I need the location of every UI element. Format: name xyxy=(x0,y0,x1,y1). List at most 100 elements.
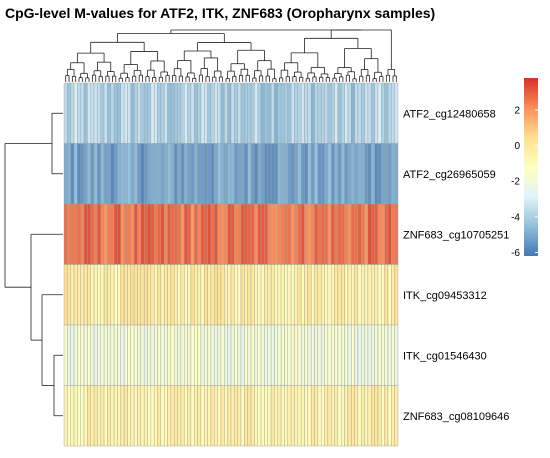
heatmap-cell xyxy=(103,264,108,326)
heatmap-cell xyxy=(384,143,389,205)
heatmap-cell xyxy=(284,203,288,265)
heatmap-cell xyxy=(387,264,392,326)
heatmap-cell xyxy=(204,203,208,265)
heatmap-cell xyxy=(180,324,185,386)
heatmap-cell xyxy=(153,324,158,386)
heatmap-cell xyxy=(73,264,78,326)
heatmap-cell xyxy=(344,385,349,447)
heatmap-cell xyxy=(304,82,309,144)
heatmap-cell xyxy=(387,385,392,447)
heatmap-cell xyxy=(267,385,272,447)
heatmap-cell xyxy=(361,203,365,265)
heatmap-cell xyxy=(371,385,375,447)
heatmap-cell xyxy=(157,143,162,205)
heatmap-cell xyxy=(260,143,265,205)
heatmap-cell xyxy=(237,82,242,144)
heatmap-cell xyxy=(87,203,91,265)
heatmap-cell xyxy=(153,143,158,205)
heatmap-cell xyxy=(80,324,85,386)
heatmap-cell xyxy=(187,82,192,144)
heatmap-cell xyxy=(100,203,105,265)
heatmap-cell xyxy=(364,143,369,205)
heatmap-cell xyxy=(317,264,322,326)
heatmap-cell xyxy=(351,143,355,205)
heatmap-cell xyxy=(230,385,235,447)
heatmap-cell xyxy=(220,82,225,144)
heatmap-cell xyxy=(174,82,178,144)
heatmap-cell xyxy=(167,264,172,326)
heatmap-cell xyxy=(80,143,85,205)
heatmap-cell xyxy=(374,203,379,265)
heatmap-cell xyxy=(120,385,125,447)
heatmap-cell xyxy=(217,324,222,386)
heatmap-cell xyxy=(63,203,68,265)
heatmap-cell xyxy=(207,143,212,205)
heatmap-cell xyxy=(314,203,319,265)
heatmap-cell xyxy=(244,264,248,326)
heatmap-cell xyxy=(157,203,162,265)
heatmap-cell xyxy=(207,385,212,447)
heatmap-cell xyxy=(297,82,302,144)
heatmap-cell xyxy=(347,143,352,205)
heatmap-cell xyxy=(277,203,282,265)
heatmap-cell xyxy=(337,82,342,144)
heatmap-cell xyxy=(354,82,359,144)
heatmap-cell xyxy=(117,143,121,205)
heatmap-cell xyxy=(247,82,252,144)
heatmap-cell xyxy=(354,385,359,447)
heatmap-cell xyxy=(107,324,111,386)
heatmap-cell xyxy=(297,264,302,326)
heatmap-cell xyxy=(367,324,372,386)
heatmap-cell xyxy=(100,82,105,144)
heatmap-cell xyxy=(113,385,118,447)
heatmap-cell xyxy=(143,203,148,265)
heatmap-cell xyxy=(317,143,322,205)
heatmap-cell xyxy=(123,264,128,326)
heatmap-cell xyxy=(391,264,395,326)
heatmap-cell xyxy=(274,143,278,205)
heatmap-cell xyxy=(374,324,379,386)
heatmap-cell xyxy=(367,82,372,144)
heatmap-cell xyxy=(280,385,285,447)
heatmap-cell xyxy=(204,324,208,386)
heatmap-cell xyxy=(331,82,335,144)
heatmap-cell xyxy=(300,203,305,265)
heatmap-cell xyxy=(83,143,88,205)
heatmap-cell xyxy=(180,82,185,144)
heatmap-cell xyxy=(237,203,242,265)
heatmap-cell xyxy=(184,143,188,205)
heatmap-cell xyxy=(177,324,182,386)
heatmap-cell xyxy=(314,324,319,386)
heatmap-cell xyxy=(143,385,148,447)
heatmap-cell xyxy=(344,264,349,326)
heatmap-cell xyxy=(371,264,375,326)
heatmap-cell xyxy=(250,264,255,326)
heatmap-cell xyxy=(117,385,121,447)
heatmap-cell xyxy=(284,324,288,386)
heatmap-cell xyxy=(254,203,258,265)
heatmap-cell xyxy=(227,82,232,144)
heatmap-cell xyxy=(103,324,108,386)
heatmap-cell xyxy=(391,143,395,205)
heatmap-cell xyxy=(357,324,362,386)
heatmap-cell xyxy=(324,264,329,326)
heatmap-cell xyxy=(364,264,369,326)
heatmap-cell xyxy=(274,82,278,144)
heatmap-cell xyxy=(394,385,399,447)
heatmap-cell xyxy=(244,385,248,447)
heatmap-cell xyxy=(70,203,75,265)
heatmap-cell xyxy=(310,385,315,447)
heatmap-cell xyxy=(374,82,379,144)
heatmap-cell xyxy=(300,82,305,144)
heatmap-cell xyxy=(361,82,365,144)
heatmap-cell xyxy=(130,385,135,447)
heatmap-cell xyxy=(377,203,382,265)
heatmap-cell xyxy=(354,203,359,265)
heatmap-cell xyxy=(110,82,115,144)
heatmap-cell xyxy=(250,82,255,144)
heatmap-cell xyxy=(160,82,165,144)
heatmap-cell xyxy=(230,203,235,265)
heatmap-cell xyxy=(194,203,198,265)
heatmap-cell xyxy=(337,385,342,447)
heatmap-cell xyxy=(107,203,111,265)
